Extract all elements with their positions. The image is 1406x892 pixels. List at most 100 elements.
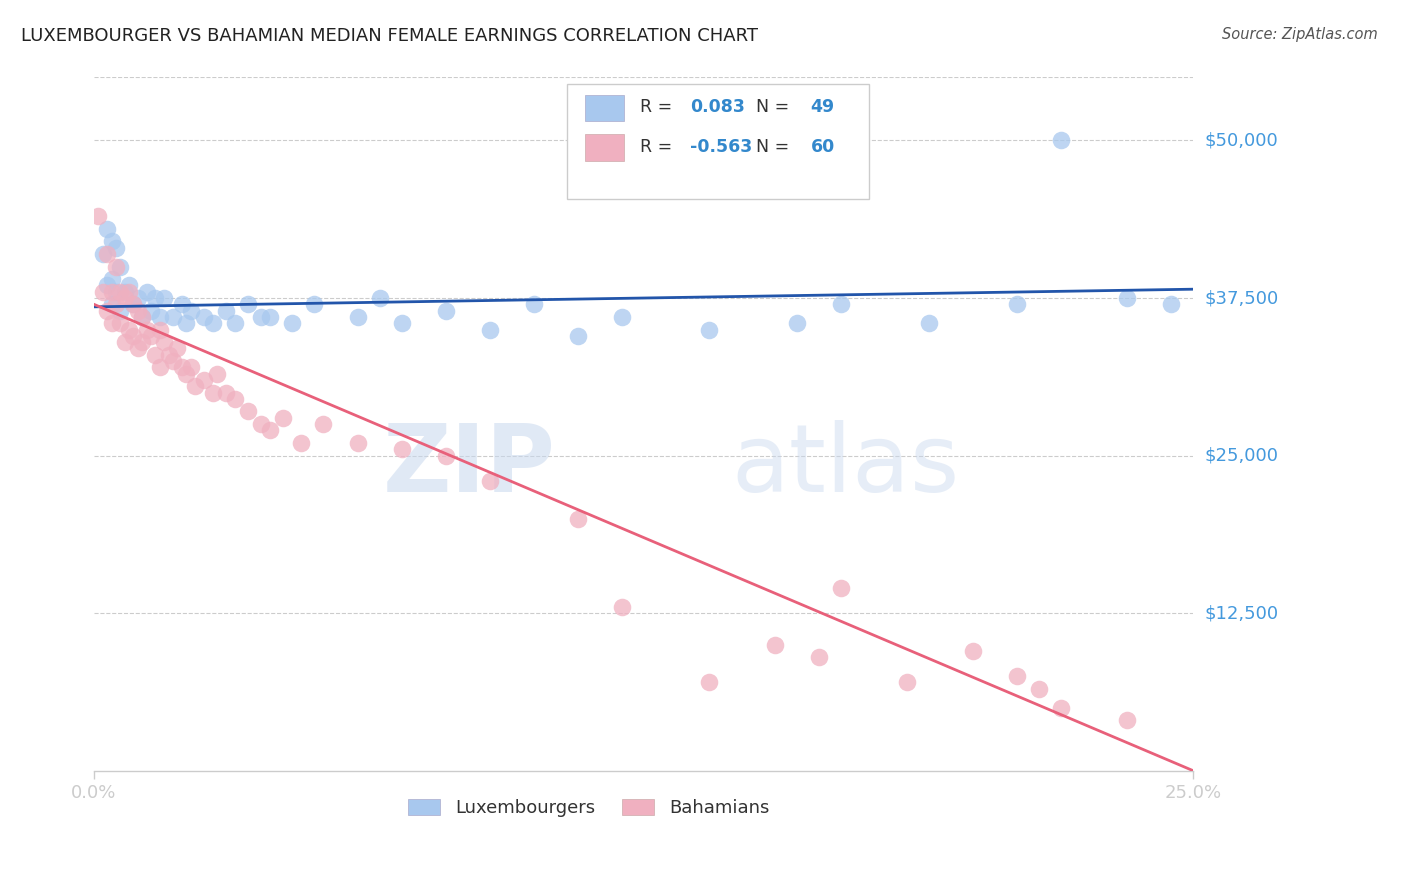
Text: LUXEMBOURGER VS BAHAMIAN MEDIAN FEMALE EARNINGS CORRELATION CHART: LUXEMBOURGER VS BAHAMIAN MEDIAN FEMALE E… <box>21 27 758 45</box>
Point <box>830 297 852 311</box>
Point <box>224 392 246 406</box>
Point <box>434 303 457 318</box>
Point <box>170 297 193 311</box>
Point <box>259 310 281 324</box>
Point <box>830 581 852 595</box>
Point <box>104 241 127 255</box>
Point <box>311 417 333 431</box>
Point <box>205 367 228 381</box>
Point <box>153 291 176 305</box>
Point <box>104 285 127 299</box>
Point <box>139 328 162 343</box>
Point <box>118 322 141 336</box>
Point <box>131 310 153 324</box>
Point <box>100 316 122 330</box>
Point <box>118 278 141 293</box>
Point <box>765 638 787 652</box>
Point <box>127 291 149 305</box>
Text: 60: 60 <box>811 137 835 156</box>
Text: atlas: atlas <box>731 419 960 512</box>
Point <box>100 272 122 286</box>
Point <box>131 335 153 350</box>
Point <box>104 260 127 274</box>
Point <box>184 379 207 393</box>
Point <box>139 303 162 318</box>
Point <box>346 310 368 324</box>
Point <box>290 436 312 450</box>
Text: $12,500: $12,500 <box>1205 604 1278 622</box>
Point <box>567 328 589 343</box>
Point <box>162 310 184 324</box>
Point <box>149 310 172 324</box>
Point <box>434 449 457 463</box>
Point <box>153 335 176 350</box>
Point <box>96 221 118 235</box>
Point <box>1160 297 1182 311</box>
Point <box>567 511 589 525</box>
Point <box>1050 133 1073 147</box>
Point <box>896 675 918 690</box>
Point <box>1116 291 1139 305</box>
Point <box>127 303 149 318</box>
Point <box>100 285 122 299</box>
Point <box>259 423 281 437</box>
Text: ZIP: ZIP <box>382 419 555 512</box>
Text: $37,500: $37,500 <box>1205 289 1278 307</box>
Point <box>104 297 127 311</box>
Point <box>346 436 368 450</box>
Point <box>478 474 501 488</box>
Point <box>699 322 721 336</box>
Text: R =: R = <box>640 137 672 156</box>
Point <box>122 297 145 311</box>
Point <box>478 322 501 336</box>
Point <box>302 297 325 311</box>
Point <box>100 235 122 249</box>
Point <box>122 328 145 343</box>
Point <box>118 285 141 299</box>
Point <box>91 285 114 299</box>
Text: $50,000: $50,000 <box>1205 131 1278 150</box>
Point <box>250 310 273 324</box>
Point <box>962 644 984 658</box>
Point <box>193 310 215 324</box>
Point <box>180 360 202 375</box>
Point <box>145 291 167 305</box>
Point <box>1007 669 1029 683</box>
Point <box>96 303 118 318</box>
Point <box>180 303 202 318</box>
Point <box>170 360 193 375</box>
Point <box>250 417 273 431</box>
Point <box>201 316 224 330</box>
Text: R =: R = <box>640 98 672 116</box>
Text: $25,000: $25,000 <box>1205 447 1278 465</box>
Point <box>224 316 246 330</box>
Point <box>122 297 145 311</box>
Text: N =: N = <box>745 98 789 116</box>
Text: Source: ZipAtlas.com: Source: ZipAtlas.com <box>1222 27 1378 42</box>
Point <box>523 297 546 311</box>
Point <box>215 303 238 318</box>
Point <box>166 342 188 356</box>
Point <box>193 373 215 387</box>
Point <box>1116 713 1139 727</box>
FancyBboxPatch shape <box>585 95 624 121</box>
Point <box>215 385 238 400</box>
Point <box>110 303 132 318</box>
Point <box>91 247 114 261</box>
Point <box>236 404 259 418</box>
Point <box>131 310 153 324</box>
Point <box>145 348 167 362</box>
Point <box>162 354 184 368</box>
Legend: Luxembourgers, Bahamians: Luxembourgers, Bahamians <box>401 791 776 824</box>
Point <box>96 278 118 293</box>
Point <box>1028 681 1050 696</box>
Text: 49: 49 <box>811 98 835 116</box>
Point <box>808 650 831 665</box>
Point <box>201 385 224 400</box>
FancyBboxPatch shape <box>585 135 624 161</box>
Point <box>157 348 180 362</box>
Point <box>96 247 118 261</box>
Point <box>174 316 197 330</box>
Point <box>114 335 136 350</box>
Point <box>100 297 122 311</box>
